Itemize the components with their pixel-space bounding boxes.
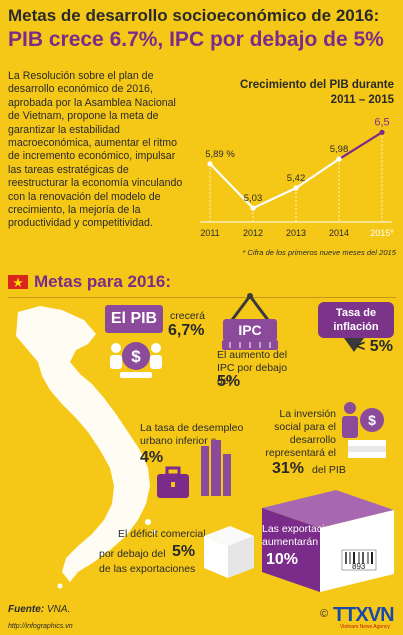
deficit-line3: de las exportaciones — [99, 563, 196, 575]
chart-x-tick-label: 2015* — [370, 228, 394, 238]
ipc-text: El aumento del IPC por debajo del — [217, 349, 288, 387]
brand-subtitle: Vietnam News Agency — [340, 624, 390, 630]
investment-money-icon: $ — [342, 402, 386, 458]
gdp-line-chart: 5,89 % 5,03 5,42 5,98 6,5 2011 2012 2013 2014 201… — [200, 116, 394, 238]
inversion-suffix: del PIB — [312, 464, 346, 476]
chart-point — [293, 185, 299, 191]
inversion-value: 31% — [272, 460, 305, 477]
intro-paragraph: La Resolución sobre el plan de desarroll… — [8, 70, 183, 230]
basket-bottom-icon — [222, 340, 278, 350]
deficit-value: 5% — [172, 543, 196, 560]
ipc-badge: IPC — [223, 319, 277, 341]
chart-line-segment — [209, 163, 254, 209]
basket-handle-icon — [230, 293, 270, 321]
arrow-down-icon — [344, 338, 364, 352]
chart-x-tick-label: 2014 — [329, 228, 349, 238]
metas-title: Metas para 2016: — [34, 272, 172, 291]
inversion-text: La inversión social para el desarrollo r… — [265, 408, 336, 459]
pib-badge: El PIB — [105, 305, 163, 333]
chart-x-tick-label: 2011 — [200, 228, 219, 238]
vietnam-map — [16, 306, 157, 589]
chart-title: Crecimiento del PIB durante 2011 – 2015 — [239, 79, 394, 106]
chart-value-label: 5,42 — [287, 173, 306, 184]
section-divider — [8, 297, 396, 298]
footer-source-value: VNA. — [46, 604, 71, 615]
deficit-line1: El déficit comercial — [118, 528, 206, 540]
chart-line-segment — [338, 131, 383, 161]
pib-prefix: crecerá — [170, 310, 206, 322]
export-box-icon — [262, 490, 394, 592]
svg-text:$: $ — [368, 412, 376, 428]
small-box-icon — [204, 526, 254, 578]
footer-url: http://infographics.vn — [8, 623, 73, 630]
footer-source: Fuente: VNA. — [8, 604, 70, 615]
inflation-box: Tasa de inflación — [318, 302, 394, 338]
pib-value: 6,7% — [168, 322, 205, 339]
inflation-value: < 5% — [356, 338, 393, 355]
footer-source-label: Fuente: — [8, 604, 45, 615]
chart-value-label: 5,89 % — [205, 149, 235, 160]
export-value: 10% — [266, 551, 299, 568]
copyright-icon: © — [320, 608, 329, 620]
export-text: Las exportaciones aumentarán — [262, 523, 348, 548]
chart-point — [207, 161, 213, 167]
chart-value-label: 6,5 — [374, 116, 389, 128]
page-subtitle: PIB crece 6.7%, IPC por debajo de 5% — [8, 28, 384, 51]
desempleo-text: La tasa de desempleo urbano inferior a — [140, 422, 244, 447]
chart-value-label: 5,03 — [244, 193, 263, 204]
briefcase-city-icon — [157, 440, 231, 498]
deficit-line2: por debajo del — [99, 548, 166, 560]
chart-line-segment — [252, 187, 297, 210]
barcode-number: 893 — [352, 562, 366, 571]
chart-x-tick-label: 2013 — [286, 228, 306, 238]
people-money-icon: $ — [110, 342, 162, 378]
chart-point — [336, 156, 342, 162]
chart-point — [250, 205, 256, 211]
vietnam-flag-icon — [8, 275, 28, 289]
brand-logo: TTXVN — [333, 604, 395, 626]
chart-x-tick-label: 2012 — [243, 228, 263, 238]
chart-point — [379, 129, 385, 135]
svg-text:$: $ — [131, 347, 141, 366]
chart-value-label: 5,98 — [330, 144, 349, 155]
page-title: Metas de desarrollo socioeconómico de 20… — [8, 6, 380, 25]
desempleo-value: 4% — [140, 449, 164, 466]
chart-line-segment — [295, 158, 340, 189]
ipc-value: 5% — [217, 373, 241, 390]
chart-note: * Cifra de los primeros nueve meses del … — [242, 248, 396, 257]
